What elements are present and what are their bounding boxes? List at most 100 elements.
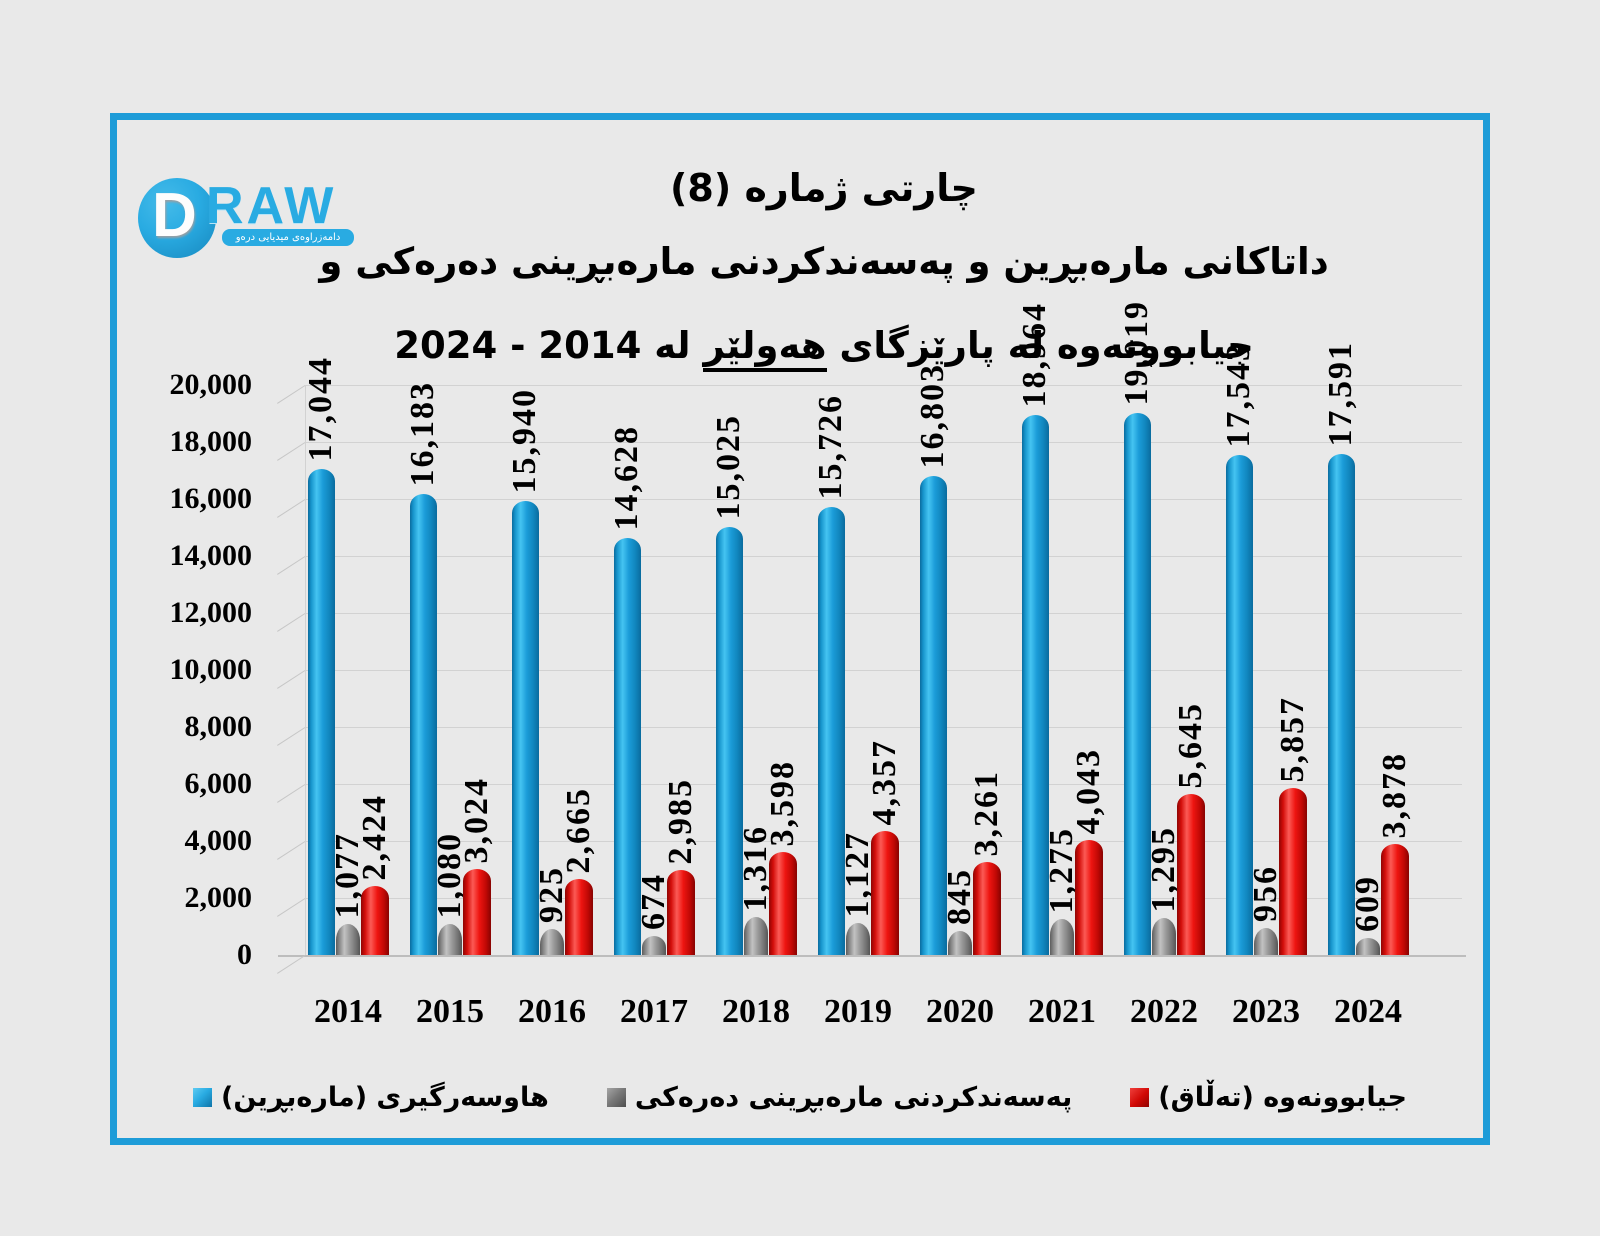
bar-value-label: 17,543 bbox=[1220, 341, 1257, 448]
legend-label: هاوسەرگیری (مارەبڕین) bbox=[221, 1082, 549, 1113]
bar-series1-2014 bbox=[336, 924, 360, 955]
bar-value-label: 5,645 bbox=[1172, 701, 1209, 789]
y-axis-tick bbox=[277, 613, 306, 632]
y-gridline bbox=[305, 499, 1462, 500]
legend-swatch-icon bbox=[1130, 1088, 1150, 1107]
bar-series2-2021 bbox=[1075, 840, 1103, 955]
bar-value-label: 14,628 bbox=[608, 424, 645, 531]
y-axis-label: 4,000 bbox=[184, 824, 253, 857]
bar-series0-2017 bbox=[613, 538, 641, 955]
x-axis-label: 2020 bbox=[926, 993, 994, 1030]
y-gridline bbox=[305, 670, 1462, 671]
bar-value-label: 3,878 bbox=[1376, 751, 1413, 839]
bar-series1-2018 bbox=[744, 917, 768, 955]
chart-title: چارتی ژماره (8) داتاکانی مارەبڕین و پەسە… bbox=[160, 156, 1488, 388]
legend-label: پەسەندکردنی مارەبڕینی دەرەکی bbox=[634, 1082, 1073, 1113]
x-axis-label: 2015 bbox=[416, 993, 484, 1030]
bar-series0-2016 bbox=[511, 501, 539, 955]
logo-tagline: دامەزراوەی میدیایی درەو bbox=[222, 229, 354, 246]
y-gridline bbox=[305, 556, 1462, 557]
x-axis-label: 2014 bbox=[314, 993, 382, 1030]
y-axis-tick bbox=[277, 955, 306, 974]
bar-value-label: 16,803 bbox=[914, 362, 951, 469]
bar-series2-2022 bbox=[1177, 794, 1205, 955]
bar-series0-2021 bbox=[1021, 415, 1049, 955]
title-line3-suffix: له 2014 - 2024 bbox=[394, 324, 704, 367]
bar-value-label: 16,183 bbox=[404, 380, 441, 487]
bar-value-label: 15,940 bbox=[506, 387, 543, 494]
y-axis-label: 6,000 bbox=[184, 767, 253, 800]
bar-value-label: 3,598 bbox=[764, 759, 801, 847]
bar-series1-2022 bbox=[1152, 918, 1176, 955]
logo-circle-icon bbox=[138, 178, 216, 258]
x-axis-label: 2019 bbox=[824, 993, 892, 1030]
x-axis-line bbox=[278, 955, 1466, 957]
bar-series0-2023 bbox=[1225, 455, 1253, 955]
legend-label: جیابوونەوه (تەڵاق) bbox=[1158, 1082, 1407, 1113]
x-axis-label: 2018 bbox=[722, 993, 790, 1030]
y-axis-label: 20,000 bbox=[169, 368, 253, 401]
x-axis-label: 2022 bbox=[1130, 993, 1198, 1030]
logo-letters-raw: RAW bbox=[206, 177, 337, 235]
bar-value-label: 15,726 bbox=[812, 393, 849, 500]
bar-series1-2023 bbox=[1254, 928, 1278, 955]
bar-series2-2015 bbox=[463, 869, 491, 955]
y-gridline bbox=[305, 613, 1462, 614]
bar-series1-2021 bbox=[1050, 919, 1074, 955]
y-axis-tick bbox=[277, 670, 306, 689]
y-axis-label: 16,000 bbox=[169, 482, 253, 515]
bar-value-label: 3,024 bbox=[458, 776, 495, 864]
chart-title-line1: چارتی ژماره (8) bbox=[670, 166, 978, 210]
y-gridline bbox=[305, 442, 1462, 443]
title-line3-prefix: جیابوونەوه له پارێزگای bbox=[826, 324, 1254, 367]
bar-value-label: 3,261 bbox=[968, 769, 1005, 857]
bar-series1-2015 bbox=[438, 924, 462, 955]
chart-frame bbox=[110, 113, 1490, 1145]
logo-letter-d: D bbox=[152, 181, 197, 250]
bar-series0-2024 bbox=[1327, 454, 1355, 955]
bar-series1-2020 bbox=[948, 931, 972, 955]
y-axis-tick bbox=[277, 556, 306, 575]
y-axis-label: 12,000 bbox=[169, 596, 253, 629]
bar-series0-2018 bbox=[715, 527, 743, 955]
bar-series2-2023 bbox=[1279, 788, 1307, 955]
x-axis-label: 2016 bbox=[518, 993, 586, 1030]
y-gridline bbox=[305, 385, 1462, 386]
legend-swatch-icon bbox=[606, 1088, 626, 1107]
x-axis-label: 2021 bbox=[1028, 993, 1096, 1030]
bar-series2-2024 bbox=[1381, 844, 1409, 955]
bar-series1-2017 bbox=[642, 936, 666, 955]
bar-series2-2020 bbox=[973, 862, 1001, 955]
bar-value-label: 5,857 bbox=[1274, 695, 1311, 783]
y-axis-tick bbox=[277, 727, 306, 746]
bar-series0-2015 bbox=[409, 494, 437, 955]
x-axis-label: 2024 bbox=[1334, 993, 1402, 1030]
bar-series0-2022 bbox=[1123, 413, 1151, 955]
bar-value-label: 2,424 bbox=[356, 793, 393, 881]
bar-series0-2020 bbox=[919, 476, 947, 955]
legend-item-2: جیابوونەوه (تەڵاق) bbox=[1130, 1082, 1407, 1113]
bar-value-label: 17,591 bbox=[1322, 340, 1359, 447]
y-axis-tick bbox=[277, 784, 306, 803]
y-gridline bbox=[305, 784, 1462, 785]
y-gridline bbox=[305, 727, 1462, 728]
y-axis-label: 18,000 bbox=[169, 425, 253, 458]
bar-value-label: 4,357 bbox=[866, 738, 903, 826]
bar-series2-2019 bbox=[871, 831, 899, 955]
bar-series0-2019 bbox=[817, 507, 845, 955]
y-axis-label: 0 bbox=[237, 938, 252, 971]
bar-series1-2019 bbox=[846, 923, 870, 955]
legend-item-1: پەسەندکردنی مارەبڕینی دەرەکی bbox=[606, 1082, 1073, 1113]
bar-value-label: 2,985 bbox=[662, 777, 699, 865]
chart-legend: هاوسەرگیری (مارەبڕین) پەسەندکردنی مارەبڕی… bbox=[130, 1082, 1470, 1113]
y-axis-label: 2,000 bbox=[184, 881, 253, 914]
bar-value-label: 2,665 bbox=[560, 786, 597, 874]
x-axis-label: 2017 bbox=[620, 993, 688, 1030]
title-line3-underlined-word: هەولێر bbox=[703, 324, 827, 372]
x-axis-label: 2023 bbox=[1232, 993, 1300, 1030]
bar-series2-2016 bbox=[565, 879, 593, 955]
bar-value-label: 19,019 bbox=[1118, 299, 1155, 406]
y-axis-label: 8,000 bbox=[184, 710, 253, 743]
bar-series1-2016 bbox=[540, 929, 564, 955]
